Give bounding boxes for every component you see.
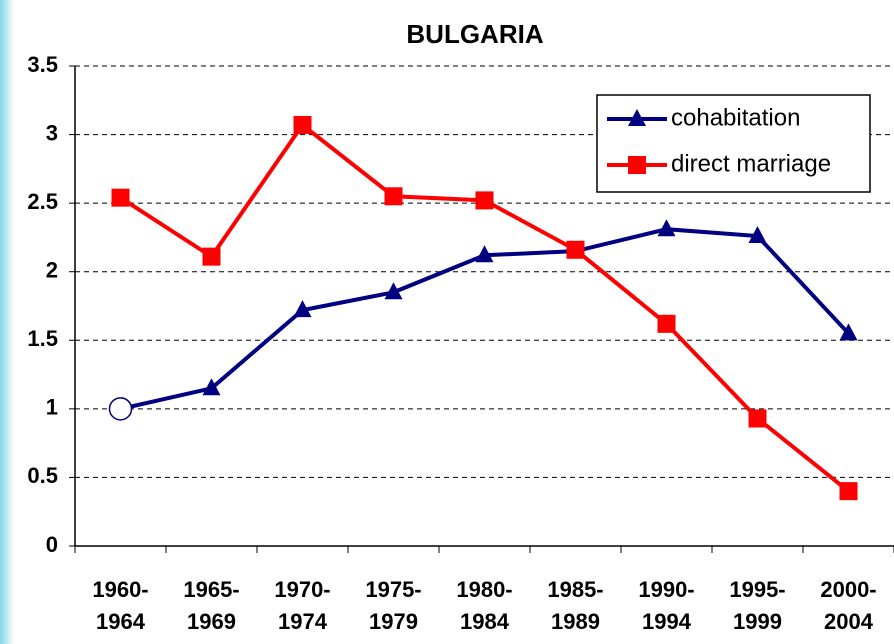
legend-label: cohabitation: [671, 104, 800, 131]
legend-label: direct marriage: [671, 150, 831, 177]
marker: [839, 323, 858, 341]
marker: [384, 282, 403, 300]
y-tick-label: 2.5: [27, 189, 58, 214]
marker: [748, 226, 767, 244]
y-tick-label: 3.5: [27, 52, 58, 77]
x-tick-label: 1985-1989: [547, 577, 604, 634]
x-tick-label: 2000-2004: [820, 577, 877, 634]
marker: [748, 409, 767, 428]
x-tick-label: 1980-1984: [456, 577, 513, 634]
series: [108, 219, 858, 421]
marker: [111, 188, 130, 207]
x-tick-label: 1970-1974: [274, 577, 331, 634]
marker: [839, 482, 858, 501]
x-tick-label: 1975-1979: [365, 577, 422, 634]
y-tick-label: 1.5: [27, 326, 58, 351]
chart-title: BULGARIA: [406, 19, 543, 49]
marker: [657, 314, 676, 333]
y-tick-label: 0.5: [27, 463, 58, 488]
y-tick-label: 0: [46, 532, 58, 557]
y-tick-label: 2: [46, 258, 58, 283]
marker: [293, 300, 312, 318]
marker: [384, 187, 403, 206]
marker: [202, 247, 221, 266]
marker: [628, 156, 646, 174]
legend: cohabitation direct marriage: [596, 94, 871, 193]
marker: [108, 397, 133, 421]
marker: [293, 115, 312, 134]
series: [111, 115, 858, 501]
marker: [628, 109, 646, 126]
x-tick-label: 1965-1969: [183, 577, 240, 634]
marker: [566, 240, 585, 259]
x-tick-label: 1990-1994: [638, 577, 695, 634]
marker: [475, 191, 494, 210]
marker: [657, 219, 676, 237]
x-tick-label: 1960-1964: [92, 577, 149, 634]
edge-strip: [0, 0, 14, 644]
y-tick-label: 1: [46, 395, 58, 420]
marker: [202, 378, 221, 396]
marker: [475, 245, 494, 263]
x-tick-label: 1995-1999: [729, 577, 786, 634]
y-tick-label: 3: [46, 120, 58, 145]
legend-box: [596, 94, 871, 193]
